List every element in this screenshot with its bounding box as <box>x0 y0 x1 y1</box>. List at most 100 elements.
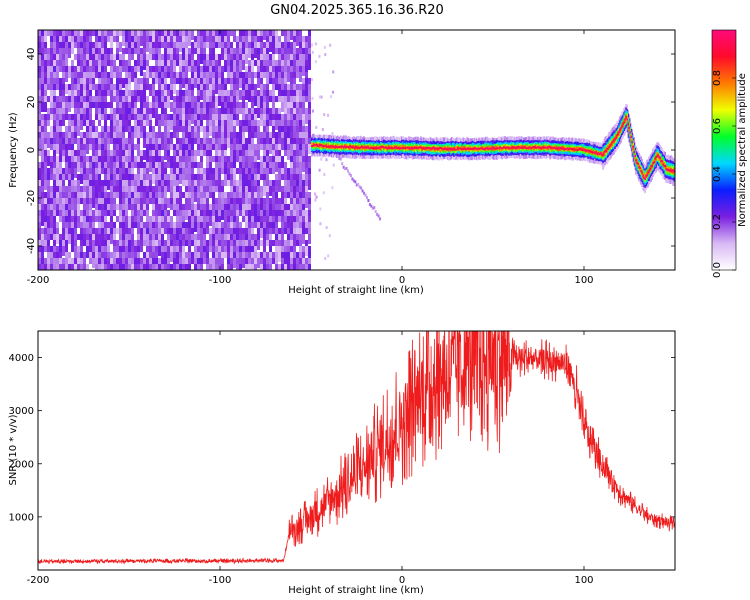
spectrogram-noise-cell <box>107 132 110 142</box>
spectrogram-noise-cell <box>83 144 86 154</box>
spectrogram-noise-cell <box>71 240 74 250</box>
spectrogram-noise-cell <box>194 120 197 126</box>
spectrogram-trail-cell <box>376 212 379 216</box>
spectrogram-noise-cell <box>296 252 299 258</box>
spectrogram-noise-cell <box>62 132 65 138</box>
spectrogram-noise-cell <box>260 210 263 220</box>
spectrogram-noise-cell <box>251 132 254 142</box>
spectrogram-noise-cell <box>140 30 143 40</box>
spectrogram-noise-cell <box>161 246 164 256</box>
spectrogram-noise-cell <box>275 42 278 48</box>
spectrogram-noise-cell <box>203 252 206 258</box>
spectrogram-noise-cell <box>77 114 80 124</box>
spectrogram-noise-cell <box>185 138 188 148</box>
spectrogram-noise-cell <box>257 174 260 184</box>
spectrogram-noise-cell <box>86 264 89 270</box>
spectrogram-noise-cell <box>134 30 137 36</box>
spectrogram-noise-cell <box>149 240 152 246</box>
spectrogram-noise-cell <box>128 138 131 144</box>
spectrogram-noise-cell <box>167 222 170 228</box>
spectrogram-noise-cell <box>104 156 107 162</box>
spectrogram-noise-cell <box>230 228 233 234</box>
spectrogram-noise-cell <box>131 216 134 226</box>
spectrogram-noise-cell <box>290 114 293 124</box>
spectrogram-noise-cell <box>203 210 206 216</box>
spectrogram-noise-cell <box>125 144 128 154</box>
spectrogram-noise-cell <box>182 30 185 36</box>
spectrogram-noise-cell <box>248 264 251 270</box>
spectrogram-noise-cell <box>152 234 155 240</box>
spectrogram-noise-cell <box>275 150 278 156</box>
spectrogram-noise-cell <box>125 180 128 186</box>
spectrogram-noise-cell <box>113 126 116 132</box>
spectrogram-noise-cell <box>128 186 131 196</box>
spectrogram-noise-cell <box>251 90 254 96</box>
spectrogram-noise-cell <box>80 138 83 144</box>
spectrogram-noise-cell <box>98 186 101 196</box>
spectrogram-noise-cell <box>284 252 287 258</box>
spectrogram-noise-cell <box>248 36 251 42</box>
spectrogram-noise-cell <box>170 252 173 262</box>
spectrogram-noise-cell <box>167 60 170 66</box>
spectrogram-noise-cell <box>50 144 53 150</box>
spectrogram-noise-cell <box>281 138 284 148</box>
spectrogram-noise-cell <box>62 192 65 198</box>
spectrogram-noise-cell <box>122 258 125 268</box>
spectrogram-noise-cell <box>62 42 65 48</box>
spectrogram-noise-cell <box>212 186 215 196</box>
spectrogram-noise-cell <box>281 66 284 76</box>
spectrogram-noise-cell <box>287 42 290 48</box>
spectrogram-noise-cell <box>92 216 95 222</box>
spectrogram-noise-cell <box>305 96 308 102</box>
spectrogram-noise-cell <box>173 66 176 72</box>
spectrogram-noise-cell <box>224 174 227 184</box>
spectrogram-sparse-cell <box>314 198 317 202</box>
spectrogram-noise-cell <box>101 144 104 150</box>
spectrogram-noise-cell <box>98 252 101 258</box>
spectrogram-noise-cell <box>68 234 71 244</box>
spectrogram-noise-cell <box>290 264 293 270</box>
spectrogram-noise-cell <box>50 252 53 262</box>
spectrogram-noise-cell <box>134 132 137 138</box>
spectrogram-noise-cell <box>200 72 203 78</box>
spectrogram-noise-cell <box>41 162 44 172</box>
spectrogram-noise-cell <box>269 108 272 114</box>
spectrogram-noise-cell <box>56 66 59 76</box>
spectrogram-noise-cell <box>122 198 125 204</box>
spectrogram-noise-cell <box>62 222 65 228</box>
spectrogram-sparse-cell <box>332 163 335 167</box>
spectrogram-noise-cell <box>290 78 293 84</box>
spectrogram-noise-cell <box>89 84 92 90</box>
spectrogram-signal-cell <box>415 145 417 150</box>
spectrogram-noise-cell <box>131 126 134 132</box>
spectrogram-noise-cell <box>257 216 260 226</box>
spectrogram-noise-cell <box>137 132 140 138</box>
spectrogram-noise-cell <box>209 72 212 78</box>
spectrogram-noise-cell <box>248 42 251 48</box>
spectrogram-noise-cell <box>68 30 71 36</box>
spectrogram-noise-cell <box>164 144 167 150</box>
spectrogram-signal-cell <box>364 146 366 151</box>
spectrogram-noise-cell <box>302 156 305 166</box>
spectrogram-noise-cell <box>209 216 212 226</box>
spectrogram-noise-cell <box>296 54 299 64</box>
spectrogram-noise-cell <box>212 204 215 214</box>
spectrogram-noise-cell <box>161 102 164 112</box>
spectrogram-noise-cell <box>185 258 188 268</box>
spectrogram-noise-cell <box>209 150 212 156</box>
spectrogram-noise-cell <box>257 228 260 238</box>
spectrogram-noise-cell <box>284 114 287 124</box>
spectrogram-noise-cell <box>212 60 215 70</box>
spectrogram-noise-cell <box>221 228 224 238</box>
spectrogram-noise-cell <box>272 192 275 198</box>
spectrogram-noise-cell <box>185 192 188 202</box>
spectrogram-noise-cell <box>89 114 92 120</box>
spectrogram-noise-cell <box>104 84 107 94</box>
spectrogram-noise-cell <box>119 228 122 234</box>
spectrogram-noise-cell <box>134 186 137 196</box>
spectrogram-noise-cell <box>209 90 212 96</box>
spectrogram-noise-cell <box>113 180 116 186</box>
spectrogram-noise-cell <box>218 60 221 70</box>
spectrogram-noise-cell <box>59 108 62 118</box>
spectrogram-noise-cell <box>221 78 224 84</box>
